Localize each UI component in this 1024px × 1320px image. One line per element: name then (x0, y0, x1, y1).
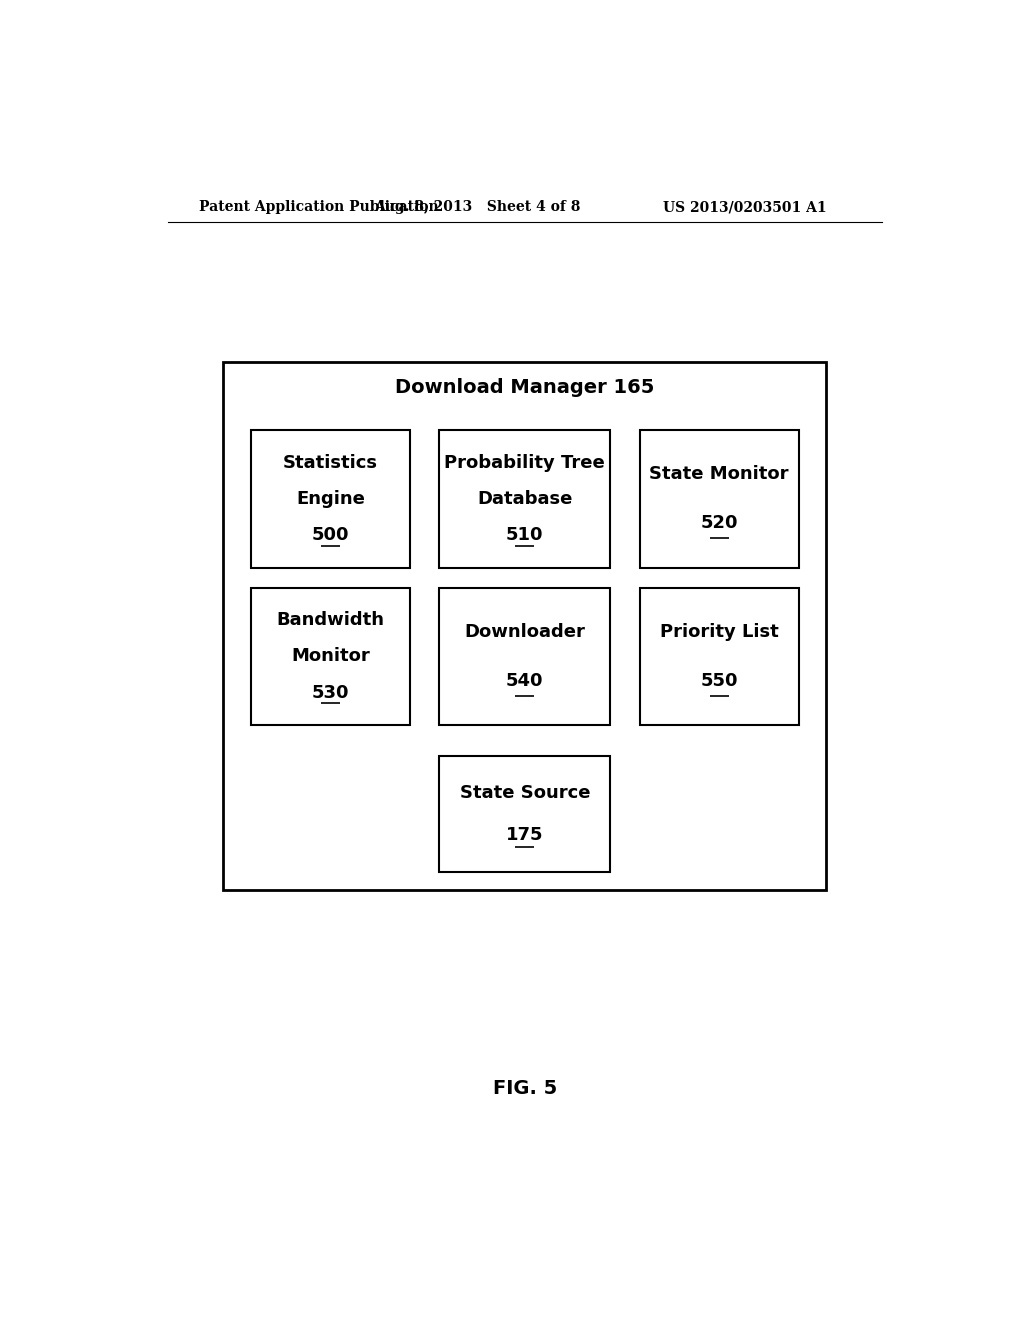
Text: State Source: State Source (460, 784, 590, 803)
FancyBboxPatch shape (251, 430, 410, 568)
Text: 500: 500 (311, 525, 349, 544)
Text: FIG. 5: FIG. 5 (493, 1078, 557, 1098)
Text: 175: 175 (506, 826, 544, 843)
Text: Download Manager 165: Download Manager 165 (395, 378, 654, 396)
FancyBboxPatch shape (251, 587, 410, 725)
Text: US 2013/0203501 A1: US 2013/0203501 A1 (663, 201, 826, 214)
Text: 530: 530 (311, 684, 349, 701)
Text: Aug. 8, 2013   Sheet 4 of 8: Aug. 8, 2013 Sheet 4 of 8 (374, 201, 581, 214)
Text: Engine: Engine (296, 490, 365, 508)
Text: State Monitor: State Monitor (649, 466, 788, 483)
FancyBboxPatch shape (640, 587, 799, 725)
Text: Patent Application Publication: Patent Application Publication (200, 201, 439, 214)
Text: Statistics: Statistics (283, 454, 378, 471)
Text: 540: 540 (506, 672, 544, 690)
Text: 510: 510 (506, 525, 544, 544)
FancyBboxPatch shape (439, 755, 610, 873)
Text: Probability Tree: Probability Tree (444, 454, 605, 471)
Text: Priority List: Priority List (659, 623, 778, 642)
Text: 550: 550 (700, 672, 738, 690)
Text: Downloader: Downloader (464, 623, 586, 642)
FancyBboxPatch shape (439, 430, 610, 568)
Text: Bandwidth: Bandwidth (276, 611, 384, 630)
FancyBboxPatch shape (439, 587, 610, 725)
Text: 520: 520 (700, 515, 738, 532)
FancyBboxPatch shape (223, 362, 826, 890)
Text: Database: Database (477, 490, 572, 508)
FancyBboxPatch shape (640, 430, 799, 568)
Text: Monitor: Monitor (291, 647, 370, 665)
